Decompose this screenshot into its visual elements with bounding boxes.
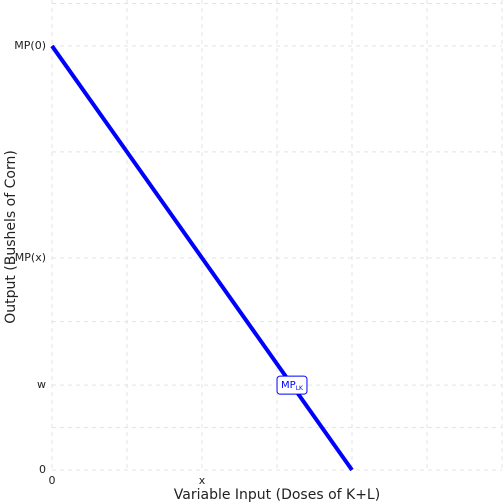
annotation-box xyxy=(276,375,308,395)
annotation-text: MPLK xyxy=(281,380,304,392)
x-tick-label: 0 xyxy=(49,474,56,487)
x-axis-label: Variable Input (Doses of K+L) xyxy=(174,487,380,503)
annotation: MPLK xyxy=(276,375,308,395)
x-tick-label: x xyxy=(199,474,206,487)
y-tick-label: 0 xyxy=(39,463,46,476)
y-tick-label: MP(x) xyxy=(15,251,46,264)
annotation-subscript: LK xyxy=(296,385,304,392)
y-axis-label: Output (Bushels of Corn) xyxy=(3,150,19,324)
y-tick-label: MP(0) xyxy=(14,39,46,52)
line xyxy=(50,44,354,472)
y-tick-label: w xyxy=(37,378,46,391)
annotation-main: MP xyxy=(281,380,296,391)
